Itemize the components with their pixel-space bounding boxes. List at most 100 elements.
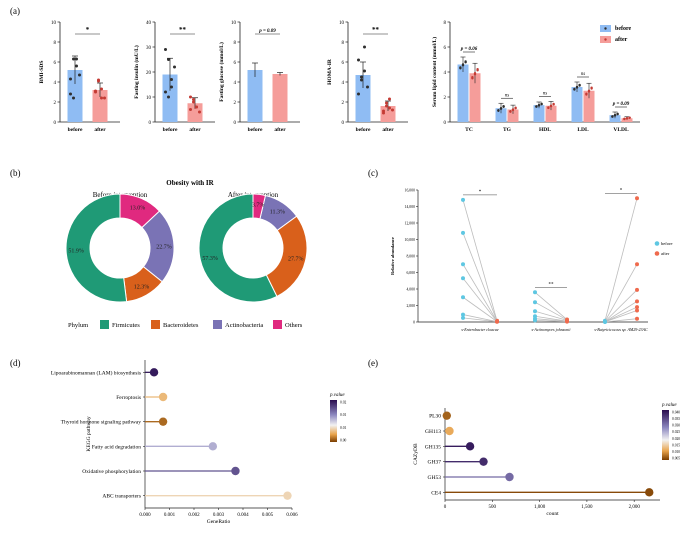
legend-title: p.value bbox=[329, 393, 345, 398]
pair-line bbox=[534, 319, 568, 322]
x-tick-label: before bbox=[163, 127, 178, 133]
x-tick-label: VLDL bbox=[613, 127, 629, 133]
y-tick-label: 0 bbox=[413, 321, 415, 325]
point-before bbox=[533, 290, 537, 295]
point-after bbox=[635, 262, 639, 267]
slice-label: 11.3% bbox=[270, 209, 285, 215]
data-point bbox=[192, 100, 195, 104]
slice-label: 22.7% bbox=[156, 244, 172, 250]
legend-swatch-Bacteroidetes bbox=[151, 320, 160, 329]
x-tick-label: before bbox=[356, 127, 371, 133]
y-tick-label: 10 bbox=[146, 96, 152, 101]
y-tick-label: 2,000 bbox=[406, 304, 415, 309]
x-tick-label: after bbox=[382, 127, 394, 133]
x-tick-label: TC bbox=[465, 127, 473, 133]
y-tick-label: 10,000 bbox=[405, 238, 416, 243]
lollipop-head bbox=[505, 472, 514, 482]
y-tick-label: 8 bbox=[444, 21, 447, 26]
pair-line bbox=[604, 301, 638, 323]
bar-TC-after bbox=[469, 73, 481, 122]
point-before bbox=[461, 276, 465, 281]
data-point bbox=[164, 48, 167, 51]
y-axis-label: CAZyDB bbox=[413, 443, 419, 465]
bar-VLDL-before bbox=[609, 115, 621, 122]
legend-tick-label: 0.01 bbox=[340, 413, 346, 417]
lollipop-head bbox=[149, 368, 159, 377]
legend-tick-label: 0.030 bbox=[672, 424, 680, 428]
sig-label: p = 0.09 bbox=[612, 102, 630, 107]
data-point bbox=[585, 92, 588, 95]
data-point bbox=[173, 65, 176, 69]
d-colorbar bbox=[330, 400, 337, 442]
sig-label: * bbox=[86, 26, 90, 34]
y-axis-label: BMI-SDS bbox=[39, 61, 45, 84]
x-tick-label: after bbox=[189, 127, 201, 133]
y-tick-label: 10 bbox=[339, 21, 345, 26]
y-tick-label: 30 bbox=[146, 46, 152, 51]
chart-bmi-sds: 0 2 4 6 8 10 BMI-SDS before after * bbox=[39, 21, 120, 133]
data-point bbox=[360, 78, 363, 82]
x-tick-label: before bbox=[68, 127, 83, 133]
y-tick-label: Fatty acid degradation bbox=[92, 444, 141, 450]
data-point bbox=[535, 105, 538, 108]
lollipop-head bbox=[465, 442, 475, 451]
pair-line bbox=[534, 301, 568, 321]
lollipop-head bbox=[445, 426, 454, 436]
y-tick-label: 4 bbox=[54, 81, 57, 86]
x-tick-label: 1,500 bbox=[581, 505, 593, 510]
point-before bbox=[533, 318, 537, 323]
legend-swatch-Actinobacteria bbox=[213, 320, 222, 329]
y-tick-label: 4 bbox=[342, 81, 345, 86]
sig-label: ** bbox=[372, 26, 380, 34]
x-tick-label: before bbox=[248, 127, 263, 133]
bar-LDL-after bbox=[583, 90, 595, 122]
legend-label-after: after bbox=[661, 251, 670, 256]
data-point bbox=[616, 112, 619, 116]
legend-tick-label: 0.010 bbox=[672, 450, 680, 454]
donut-slice-Others bbox=[252, 193, 267, 220]
point-after bbox=[635, 316, 639, 321]
panel-label-d: (d) bbox=[10, 358, 21, 368]
x-tick-label: s-Actinomyces johnsonii bbox=[532, 327, 571, 332]
data-point bbox=[590, 86, 593, 89]
chart-fasting-insulin: 0 10 20 30 40 Fasting insulin (mU/L) before aft… bbox=[133, 21, 215, 133]
bar-HDL-before bbox=[533, 105, 545, 122]
y-tick-label: 6 bbox=[444, 46, 447, 51]
y-axis-label: Fasting glucose (mmol/L) bbox=[218, 42, 225, 102]
data-point bbox=[547, 106, 550, 109]
data-point bbox=[100, 87, 103, 91]
y-tick-label: 40 bbox=[146, 21, 152, 26]
data-point bbox=[189, 108, 192, 111]
slice-label: 27.7% bbox=[288, 257, 304, 263]
panel-label-c: (c) bbox=[368, 168, 378, 178]
y-tick-label: 0 bbox=[234, 121, 237, 126]
legend-tick-label: 0.01 bbox=[340, 426, 346, 430]
x-tick-label: 0.000 bbox=[139, 513, 151, 518]
y-tick-label: 12,000 bbox=[405, 222, 416, 227]
y-tick-label: 0 bbox=[54, 121, 57, 126]
data-point bbox=[385, 104, 388, 108]
legend-tick-label: 0.005 bbox=[672, 457, 680, 461]
data-point bbox=[69, 92, 72, 96]
pair-line bbox=[534, 310, 568, 321]
pair-line bbox=[462, 199, 498, 321]
point-before bbox=[461, 230, 465, 235]
pair-line bbox=[604, 264, 638, 322]
data-point bbox=[578, 83, 581, 87]
data-point bbox=[189, 95, 192, 99]
legend-swatch-Firmicutes bbox=[100, 320, 109, 329]
legend-label-Bacteroidetes: Bacteroidetes bbox=[163, 322, 199, 329]
sig-label: ns bbox=[543, 91, 548, 96]
sig-label: ** bbox=[179, 26, 187, 34]
panel-label-e: (e) bbox=[368, 358, 378, 368]
data-point bbox=[164, 90, 167, 94]
data-point bbox=[628, 116, 631, 119]
y-tick-label: GH37 bbox=[428, 460, 442, 466]
data-point bbox=[497, 109, 500, 112]
point-before bbox=[603, 319, 607, 324]
legend-dot bbox=[604, 38, 607, 41]
lollipop-head bbox=[479, 457, 488, 466]
lollipop-head bbox=[158, 417, 168, 426]
data-point bbox=[573, 87, 576, 91]
y-tick-label: Ferroptosis bbox=[116, 395, 141, 401]
